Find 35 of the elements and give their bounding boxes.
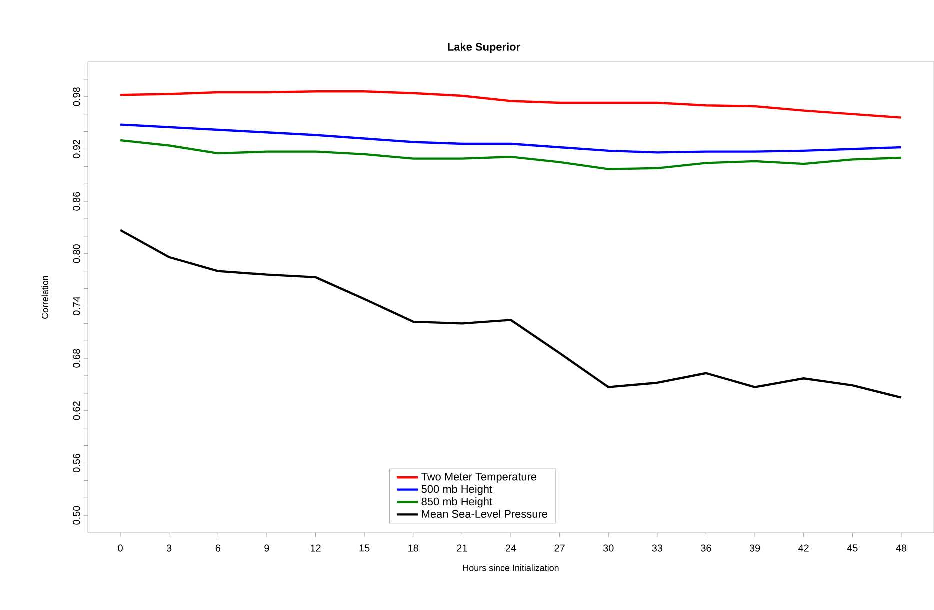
x-tick-label: 9: [264, 544, 270, 552]
y-tick-label: 0.62: [73, 402, 80, 420]
x-tick-label: 18: [408, 544, 418, 552]
y-tick-label: 0.80: [73, 244, 80, 264]
x-tick-label: 36: [701, 544, 712, 552]
y-tick-label: 0.74: [73, 296, 80, 316]
x-tick-label: 42: [798, 544, 809, 552]
x-tick-label: 24: [506, 544, 516, 552]
legend-label: 500 mb Height: [422, 485, 492, 496]
x-tick-label: 0: [118, 544, 123, 552]
x-tick-label: 12: [310, 544, 321, 552]
y-tick-label: 0.98: [73, 88, 80, 106]
x-tick-label: 21: [457, 544, 468, 552]
x-tick-label: 27: [554, 544, 565, 552]
y-tick-label: 0.50: [73, 506, 80, 525]
x-tick-label: 48: [896, 544, 907, 552]
x-tick-label: 15: [360, 544, 370, 552]
y-tick-label: 0.92: [73, 140, 80, 159]
x-tick-label: 3: [166, 544, 172, 552]
x-tick-label: 33: [652, 544, 663, 552]
x-tick-label: 6: [216, 544, 220, 552]
line-series: [119, 229, 903, 399]
x-tick-label: 39: [750, 544, 760, 552]
y-tick-label: 0.68: [73, 349, 80, 368]
line-series: [119, 139, 903, 170]
y-tick-label: 0.86: [73, 192, 80, 211]
y-axis-title: Correlation: [42, 276, 48, 319]
x-tick-label: 30: [603, 544, 614, 552]
y-tick-label: 0.56: [73, 454, 80, 473]
legend-label: Two Meter Temperature: [422, 473, 537, 483]
x-axis-title: Hours since Initialization: [463, 564, 559, 572]
chart-title: Lake Superior: [448, 42, 520, 54]
legend-label: Mean Sea-Level Pressure: [422, 510, 548, 518]
legend-label: 850 mb Height: [422, 498, 492, 508]
x-tick-label: 45: [847, 544, 858, 552]
